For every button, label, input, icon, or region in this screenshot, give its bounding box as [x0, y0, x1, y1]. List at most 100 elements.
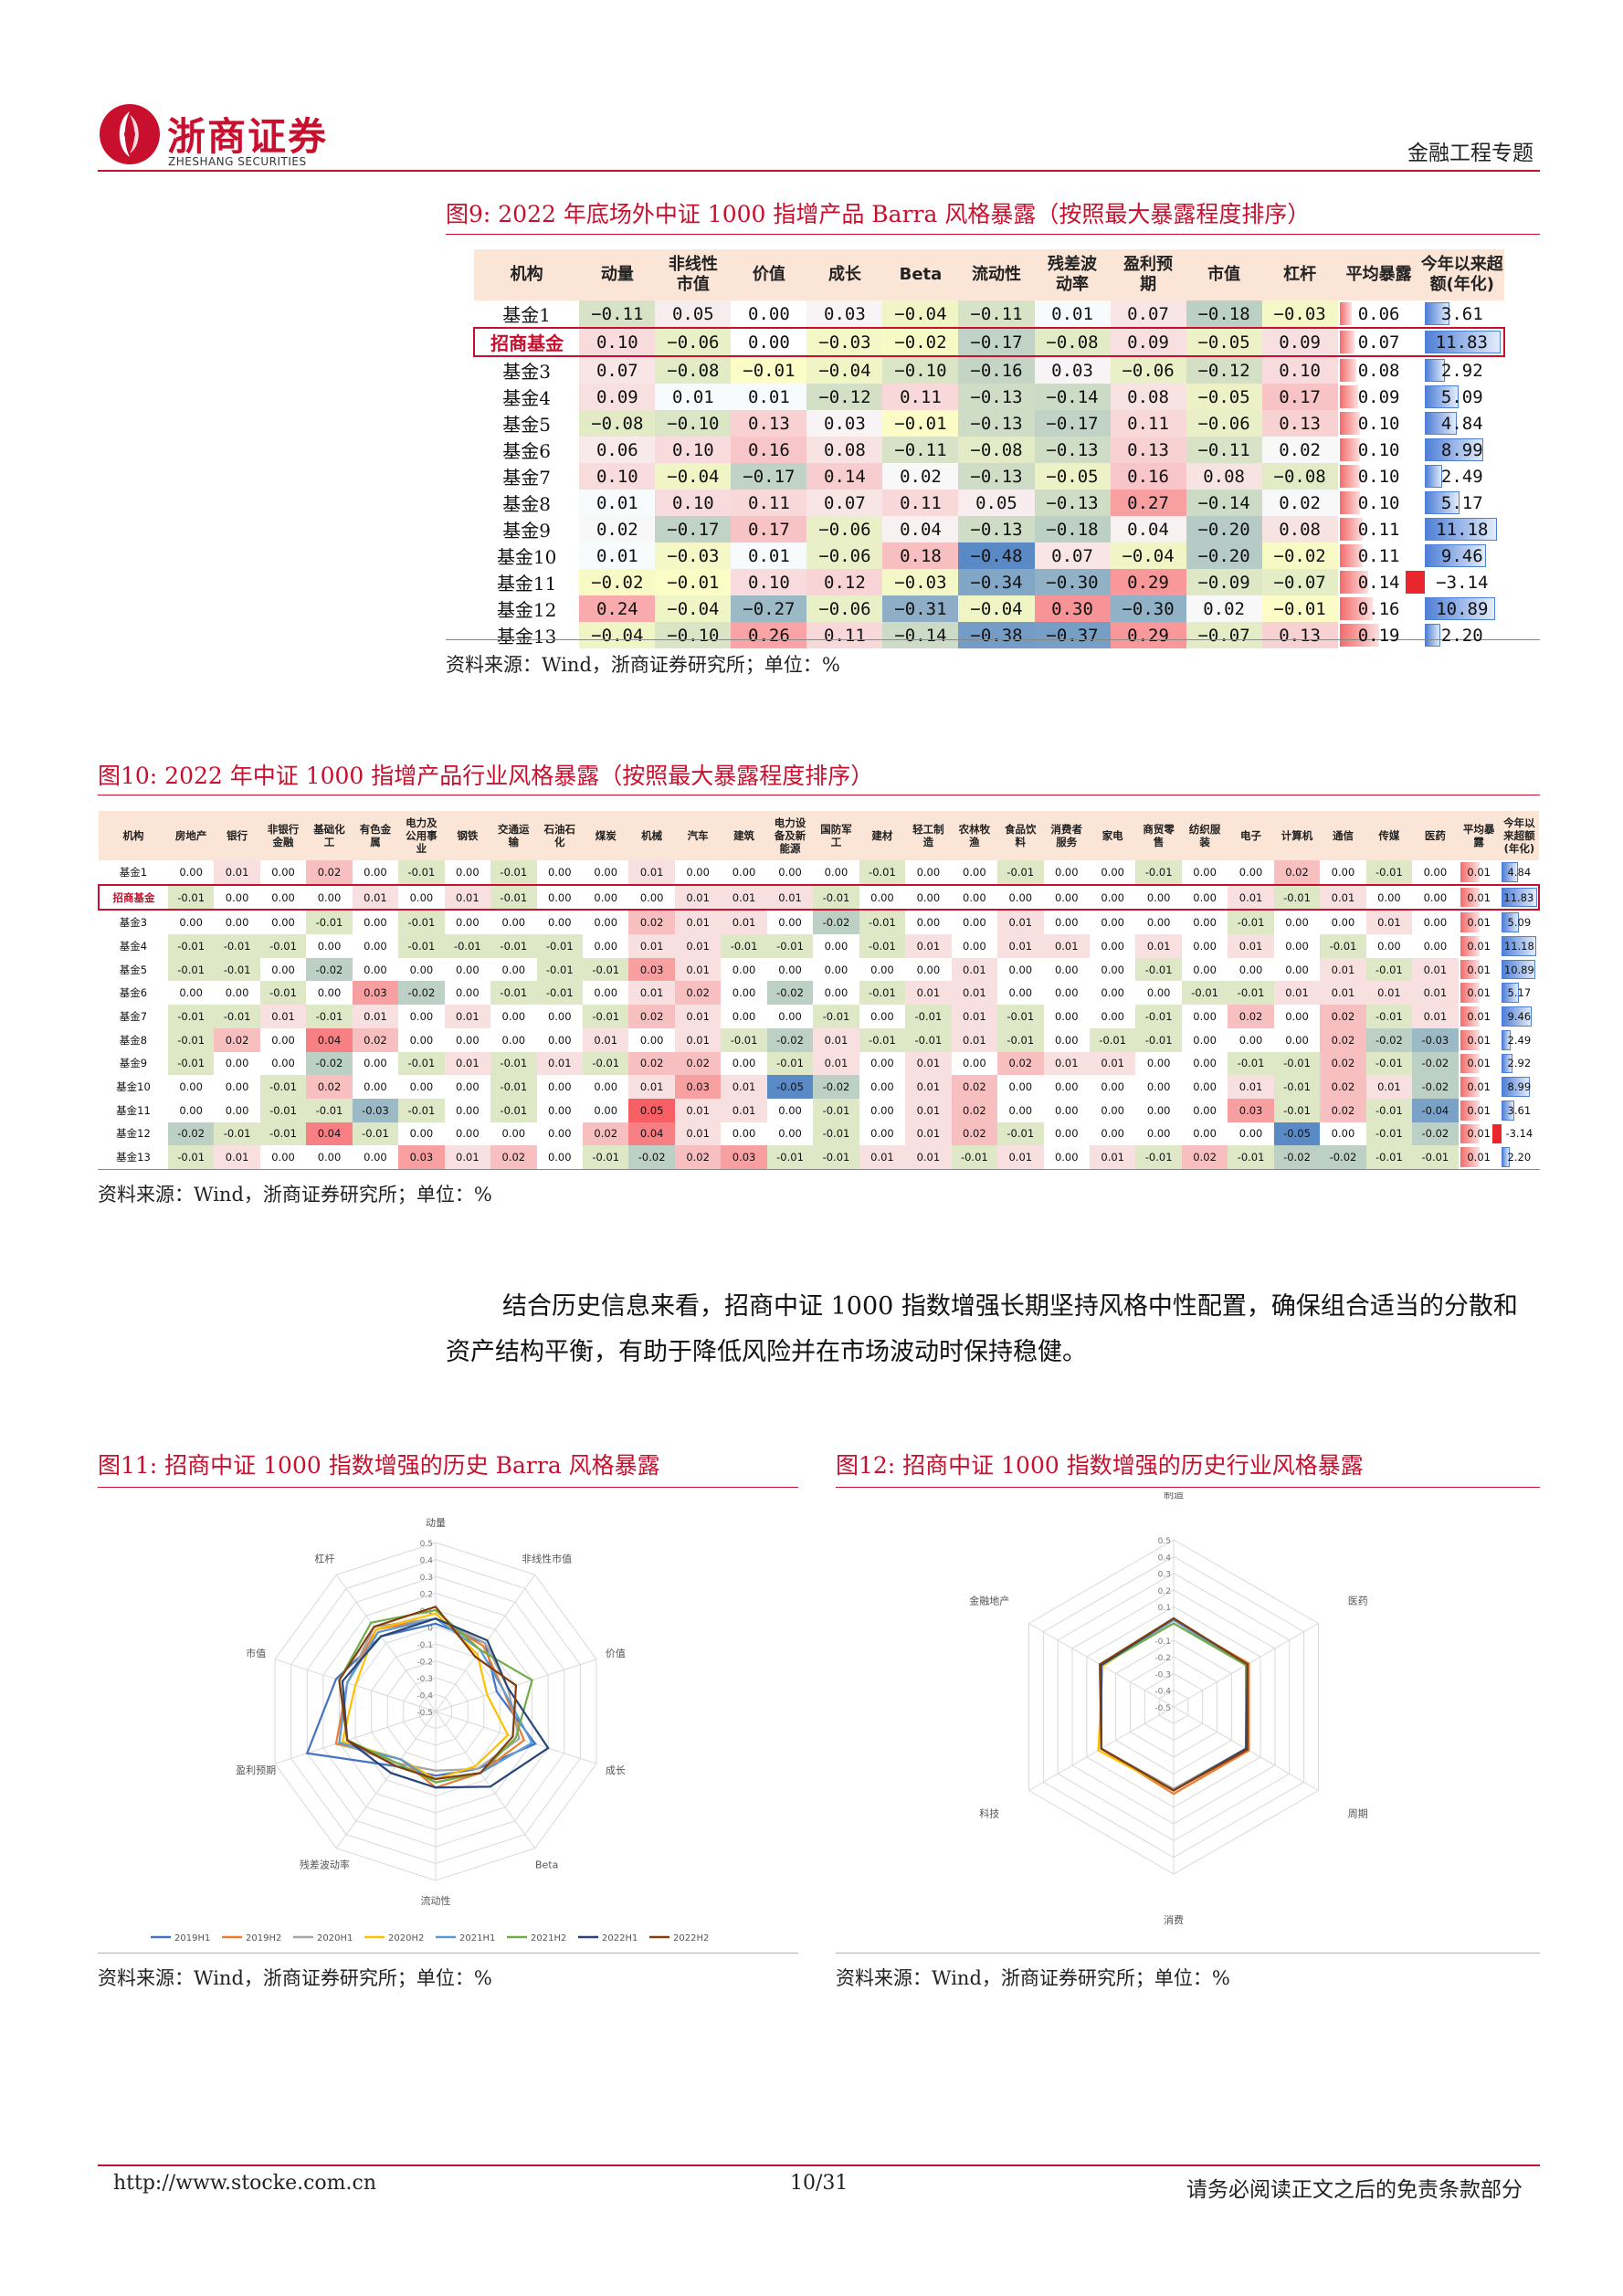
exposure-cell: -0.01 — [582, 1051, 629, 1076]
exposure-cell: 0.01 — [444, 1051, 491, 1076]
table-row: 招商基金 0.10 −0.06 0.00 −0.03 −0.02 −0.17 −0.08 0.0… — [472, 327, 1506, 357]
exposure-cell: -0.02 — [1412, 1051, 1459, 1076]
fig9-table: 机构 动量 非线性 市值 价值 成长 Beta 流动性 残差波 动率 盈利预 期市值 杠杆 平均暴露… — [472, 249, 1506, 648]
column-header: 基础化 工 — [306, 811, 353, 860]
exposure-cell: 0.00 — [731, 327, 807, 357]
exposure-cell: 0.00 — [582, 883, 629, 911]
series-line — [341, 1617, 550, 1789]
exposure-cell: 0.01 — [813, 1027, 859, 1052]
column-header: 价值 — [731, 249, 807, 300]
column-header: 今年以来超 额(年化) — [1419, 249, 1504, 300]
exposure-cell: 0.00 — [490, 957, 537, 982]
exposure-cell: 0.00 — [167, 1098, 215, 1122]
footer-rule — [98, 2164, 1540, 2166]
exposure-cell: −0.03 — [655, 542, 732, 569]
exposure-cell: 0.01 — [997, 1145, 1044, 1169]
exposure-cell: 0.16 — [1110, 463, 1186, 490]
exposure-cell: 0.00 — [905, 860, 952, 885]
radar-spoke — [274, 1711, 437, 1764]
table-row: 基金4 -0.01 -0.01 -0.01 0.00 0.00 -0.01 -0.01 -0.0… — [99, 934, 1539, 958]
tick-label: 0 — [427, 1625, 433, 1634]
avg-exposure-bar — [1339, 624, 1379, 647]
avg-exposure-cell: 0.01 — [1458, 883, 1500, 911]
doc-type: 金融工程专题 — [1407, 142, 1533, 165]
exposure-cell: 0.13 — [1261, 410, 1338, 437]
exposure-cell: −0.06 — [1186, 410, 1262, 437]
exposure-cell: 0.00 — [766, 910, 814, 935]
exposure-cell: 0.00 — [398, 1027, 445, 1052]
exposure-cell: 0.00 — [766, 1098, 814, 1122]
exposure-cell: 0.00 — [1043, 910, 1090, 935]
avg-exposure-cell: 0.11 — [1338, 542, 1420, 569]
radar-spoke — [435, 1711, 536, 1848]
exposure-cell: −0.08 — [958, 437, 1035, 463]
table-row: 基金12 -0.02 -0.01 -0.01 0.04 -0.01 0.00 0.00 0.00… — [99, 1122, 1539, 1146]
exposure-cell: -0.01 — [490, 1075, 537, 1099]
exposure-cell: 0.00 — [490, 1027, 537, 1052]
exposure-cell: -0.02 — [628, 1145, 675, 1169]
exposure-cell: −0.30 — [1034, 569, 1111, 595]
exposure-cell: -0.01 — [997, 1027, 1044, 1052]
exposure-cell: 0.00 — [490, 1122, 537, 1146]
exposure-cell: 0.01 — [1089, 1051, 1136, 1076]
exposure-cell: -0.01 — [1273, 1075, 1321, 1099]
footer-url[interactable]: http://www.stocke.com.cn — [113, 2172, 376, 2195]
excess-return-bar — [1425, 518, 1497, 541]
body-paragraph: 结合历史信息来看，招商中证 1000 指数增强长期坚持风格中性配置，确保组合适当… — [446, 1292, 1518, 1366]
table-row: 基金10 0.00 0.00 -0.01 0.02 0.00 0.00 0.00 -0.01 0.… — [99, 1075, 1539, 1099]
column-header: 盈利预 期 — [1110, 249, 1186, 300]
exposure-cell: 0.02 — [997, 1051, 1044, 1076]
exposure-cell: 0.07 — [1034, 542, 1111, 569]
exposure-cell: 0.29 — [1110, 622, 1186, 648]
exposure-cell: 0.01 — [813, 1051, 859, 1076]
exposure-cell: 0.00 — [1089, 1075, 1136, 1099]
exposure-cell: 0.01 — [536, 1051, 583, 1076]
avg-exposure-bar — [1460, 983, 1481, 1004]
exposure-cell: −0.16 — [958, 356, 1035, 384]
exposure-cell: 0.00 — [1135, 1075, 1182, 1099]
exposure-cell: -0.01 — [1228, 1145, 1274, 1169]
exposure-cell: 0.00 — [214, 981, 260, 1006]
exposure-cell: -0.01 — [1228, 981, 1274, 1006]
tick-label: -0.5 — [1154, 1704, 1171, 1713]
excess-return-cell: 11.83 — [1419, 327, 1506, 357]
avg-exposure-cell: 0.19 — [1338, 622, 1420, 648]
fund-name: 基金8 — [119, 1033, 148, 1047]
avg-exposure-cell: 0.01 — [1459, 910, 1500, 934]
exposure-cell: -0.02 — [1320, 1145, 1366, 1169]
exposure-cell: −0.10 — [882, 356, 959, 384]
exposure-cell: 0.00 — [582, 860, 629, 885]
table-row: 基金11 −0.02 −0.01 0.10 0.12 −0.03 −0.34 −0.30 0.2… — [474, 569, 1504, 595]
exposure-cell: 0.01 — [1365, 910, 1413, 935]
exposure-cell: 0.18 — [882, 542, 959, 569]
exposure-cell: 0.01 — [859, 1145, 906, 1169]
exposure-cell: 0.01 — [721, 883, 767, 911]
exposure-cell: 0.00 — [951, 910, 998, 935]
exposure-cell: 0.01 — [628, 1075, 675, 1099]
exposure-cell: 0.00 — [1089, 860, 1136, 885]
exposure-cell: 0.00 — [490, 1005, 537, 1028]
exposure-cell: -0.01 — [259, 1122, 307, 1146]
exposure-cell: 0.01 — [579, 490, 656, 516]
exposure-cell: 0.01 — [674, 934, 722, 958]
exposure-cell: 0.00 — [259, 957, 307, 982]
exposure-cell: 0.13 — [731, 410, 807, 437]
fig11-title: 图11: 招商中证 1000 指数增强的历史 Barra 风格暴露 — [98, 1452, 660, 1479]
exposure-cell: -0.01 — [766, 1145, 814, 1169]
excess-return-bar — [1425, 624, 1441, 647]
exposure-cell: −0.04 — [655, 463, 732, 490]
exposure-cell: 0.00 — [398, 1005, 445, 1028]
exposure-cell: 0.01 — [674, 1098, 722, 1122]
fund-name: 招商基金 — [472, 327, 580, 357]
exposure-cell: -0.01 — [167, 883, 215, 911]
fund-name: 基金10 — [496, 546, 557, 568]
exposure-cell: 0.30 — [1034, 595, 1111, 622]
exposure-cell: 0.00 — [352, 1145, 399, 1169]
exposure-cell: -0.02 — [167, 1122, 215, 1146]
fig10-table: 机构 房地产 银行 非银行 金融 基础化 工有色金 属电力及 公用事 业钢铁 交通运 输石… — [98, 811, 1541, 1169]
fund-name: 基金7 — [502, 467, 552, 489]
series-line — [1100, 1618, 1250, 1796]
avg-exposure-cell: 0.01 — [1459, 1052, 1500, 1076]
exposure-cell: -0.01 — [306, 1098, 353, 1122]
exposure-cell: 0.02 — [1320, 1098, 1366, 1122]
